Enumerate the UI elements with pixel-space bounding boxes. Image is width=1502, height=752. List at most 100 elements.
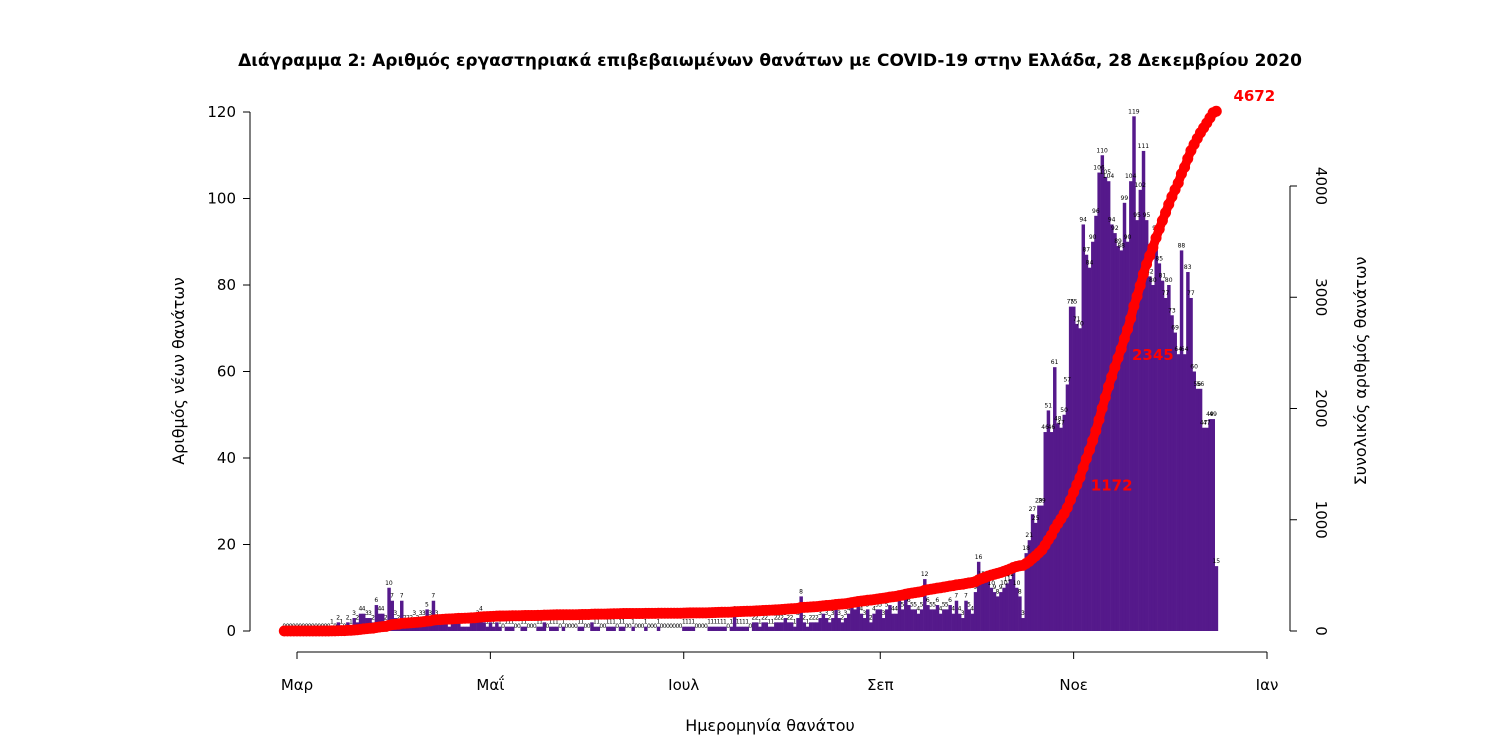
bar-value-label: 96 (1092, 208, 1100, 215)
cumulative-point (1096, 402, 1108, 414)
bar-value-label: 110 (1096, 147, 1108, 154)
bar-value-label: 82 (1146, 268, 1154, 275)
bar (891, 613, 895, 631)
bar (1027, 540, 1032, 631)
cumulative-point (1153, 223, 1165, 235)
bar (1068, 306, 1073, 631)
bar (1024, 553, 1028, 631)
bar (609, 626, 613, 631)
y-tick-label: 60 (217, 363, 236, 381)
bar (1163, 297, 1168, 631)
bar (707, 626, 711, 631)
bar (491, 626, 496, 631)
bar (1116, 246, 1120, 631)
bar-value-label: 1 (552, 619, 556, 626)
bar-value-label: 51 (1044, 402, 1052, 409)
bar (441, 622, 445, 631)
bar (1176, 354, 1181, 631)
bar (453, 622, 458, 631)
bar (840, 622, 845, 631)
bar (723, 626, 727, 631)
bar-value-label: 2 (755, 614, 759, 621)
x-tick-label: Νοε (1059, 676, 1088, 694)
bar-value-label: 4 (970, 606, 974, 613)
bar (358, 613, 363, 631)
bar-value-label: 3 (428, 610, 432, 617)
bar (808, 622, 813, 631)
bar (764, 622, 769, 631)
bar-value-label: 2 (809, 614, 813, 621)
bar (961, 618, 965, 631)
bar-value-label: 77 (1187, 290, 1195, 297)
bar-value-label: 102 (1134, 182, 1146, 189)
bar (1160, 280, 1165, 631)
bar (786, 622, 791, 631)
bar (739, 626, 743, 631)
bar-value-label: 1 (729, 619, 733, 626)
bar (457, 622, 461, 631)
bar (995, 596, 1000, 631)
bar (463, 626, 467, 631)
cumulative-point (1093, 414, 1105, 426)
bar-value-label: 3 (961, 610, 965, 617)
bar-value-label: 3 (837, 610, 841, 617)
bar (957, 613, 962, 631)
bar-value-label: 105 (1100, 169, 1112, 176)
bar-value-label: 4 (916, 606, 920, 613)
bar (904, 596, 908, 631)
bar (758, 626, 762, 631)
bar-value-label: 75 (1070, 299, 1078, 306)
bar-value-label: 69 (1171, 325, 1179, 332)
bar-value-label: 4 (378, 606, 382, 613)
bar-value-label: 71 (1073, 316, 1081, 323)
bar (1208, 419, 1212, 631)
cumulative-labels-group: 1172 2345 4672 (1091, 87, 1275, 494)
bar (736, 626, 740, 631)
bar (520, 626, 524, 631)
bar (789, 622, 794, 631)
bar (1173, 332, 1177, 631)
bars-group (330, 116, 1219, 632)
bar-value-label: 12 (921, 571, 929, 578)
bar (580, 626, 585, 631)
bar-value-label: 4 (381, 606, 385, 613)
bar-value-label: 1 (793, 619, 797, 626)
bar-value-label: 8 (1018, 588, 1022, 595)
y-tick-label: 120 (207, 103, 236, 121)
y2-tick-label: 1000 (1312, 501, 1330, 539)
bar (1011, 570, 1016, 631)
cumulative-point (1147, 241, 1159, 253)
bar-value-label: 1 (492, 619, 496, 626)
bar (523, 626, 528, 631)
bar-value-label: 49 (1209, 411, 1217, 418)
bar (916, 613, 921, 631)
bar-value-label: 1 (739, 619, 743, 626)
bar-value-label: 5 (929, 601, 933, 608)
bar (710, 626, 715, 631)
bar-value-label: 4 (859, 606, 863, 613)
bar (1113, 233, 1117, 631)
cumulative-point (1074, 472, 1086, 484)
bar (1053, 367, 1057, 631)
x-tick-label: Ιουλ (668, 676, 699, 694)
bar (447, 626, 452, 631)
bar (846, 613, 851, 631)
cumulative-point (1090, 425, 1102, 437)
bar-value-label: 46 (1041, 424, 1049, 431)
bar-value-label: 0 (704, 623, 708, 630)
bar (618, 626, 623, 631)
bar-value-label: 1 (805, 619, 809, 626)
bar (504, 626, 509, 631)
cumulative-point (1109, 361, 1121, 373)
bar-value-label: 0 (647, 623, 651, 630)
bar (999, 592, 1003, 631)
bar-value-label: 1 (736, 619, 740, 626)
bar (1059, 427, 1063, 631)
bar-value-label: 27 (1029, 506, 1037, 513)
bar-value-label: 2 (397, 614, 401, 621)
bar-value-label: 1 (682, 619, 686, 626)
bar-value-label: 2 (355, 614, 359, 621)
bar-value-label: 1 (577, 619, 581, 626)
bar-value-label: 1 (549, 619, 553, 626)
